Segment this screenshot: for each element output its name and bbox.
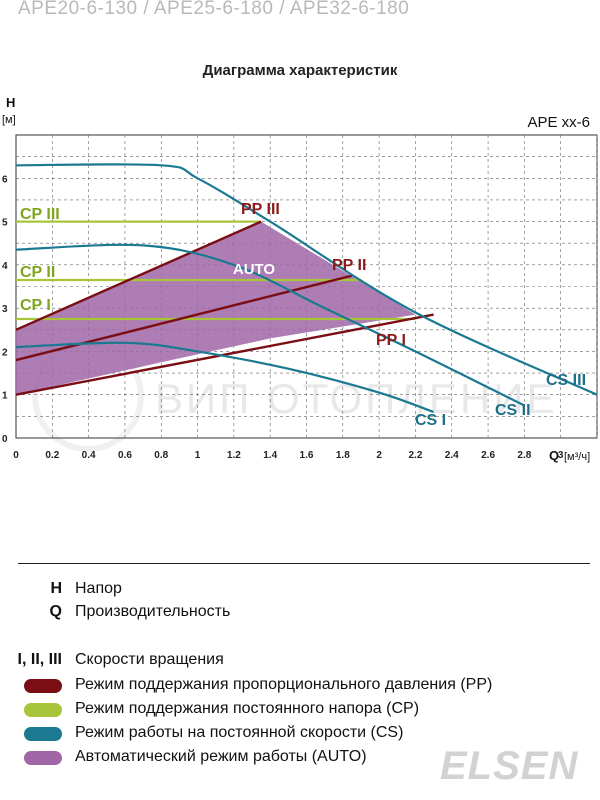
auto-label: AUTO — [233, 261, 276, 278]
performance-chart: 0 0.2 0.4 0.6 0.8 1 1.2 1.4 1.6 1.8 2 2.2 2.4 2.6 2.8 3… — [2, 95, 598, 463]
legend-swatch — [24, 727, 62, 741]
legend-swatch — [24, 751, 62, 765]
legend-text: Автоматический режим работы (AUTO) — [75, 748, 367, 765]
y-tick-label: 5 — [2, 218, 8, 229]
legend-text: Напор — [75, 580, 122, 597]
legend-key: H — [50, 580, 62, 597]
x-tick-label: 0.4 — [82, 450, 96, 461]
legend-item: Режим поддержания постоянного напора (CP… — [0, 700, 590, 722]
x-tick-label: 0.6 — [118, 450, 132, 461]
legend-key: Q — [49, 603, 62, 620]
pp-line — [15, 274, 353, 362]
x-tick-label: 1.8 — [336, 450, 350, 461]
legend-text: Режим поддержания пропорционального давл… — [75, 676, 493, 693]
legend-swatch — [24, 679, 62, 693]
x-tick-label: 0.8 — [154, 450, 168, 461]
x-tick-label: 1 — [195, 450, 201, 461]
x-tick-label: 2.8 — [517, 450, 531, 461]
cs-line — [15, 163, 598, 396]
pp-series-label: PP III — [241, 201, 280, 218]
x-axis-unit: [м³/ч] — [564, 451, 590, 463]
y-tick-label: 3 — [2, 304, 8, 315]
cs-line — [15, 243, 525, 407]
x-tick-label: 2.6 — [481, 450, 495, 461]
pp-series-label: PP II — [332, 257, 366, 274]
x-tick-label: 1.4 — [263, 450, 277, 461]
x-tick-label: 3 — [558, 450, 564, 461]
x-tick-label: 2.2 — [408, 450, 422, 461]
legend-text: Производительность — [75, 603, 231, 620]
y-tick-label: 6 — [2, 174, 8, 185]
x-tick-label: 1.6 — [300, 450, 314, 461]
legend-key: I, II, III — [17, 651, 62, 668]
pp-line — [15, 220, 262, 331]
auto-area — [16, 221, 416, 395]
brand-logo: ELSEN — [440, 744, 579, 788]
legend-item: Автоматический режим работы (AUTO) — [0, 748, 590, 770]
model-list: APE20-6-130 / APE25-6-180 / APE32-6-180 — [18, 0, 410, 19]
x-tick-label: 0 — [13, 450, 19, 461]
x-tick-label: 2.4 — [445, 450, 459, 461]
x-tick-label: 0.2 — [45, 450, 59, 461]
y-axis-label: H — [6, 95, 15, 110]
legend-item: Режим поддержания пропорционального давл… — [0, 676, 590, 698]
legend-item: I, II, III Скорости вращения — [0, 651, 590, 673]
y-tick-label: 2 — [2, 347, 8, 358]
cs-line — [15, 341, 434, 414]
y-tick-label: 0 — [2, 434, 8, 445]
legend-item: Режим работы на постоянной скорости (CS) — [0, 724, 590, 746]
cp-series-label: CP III — [20, 206, 60, 223]
cp-series-label: CP II — [20, 264, 55, 281]
x-axis-label: Q — [549, 448, 559, 463]
legend-item: Q Производительность — [0, 603, 590, 625]
y-tick-label: 1 — [2, 391, 8, 402]
legend-text: Режим работы на постоянной скорости (CS) — [75, 724, 404, 741]
cs-series-label: CS III — [546, 372, 586, 389]
x-tick-label: 1.2 — [227, 450, 241, 461]
legend-text: Режим поддержания постоянного напора (CP… — [75, 700, 420, 717]
cs-series-label: CS II — [495, 402, 531, 419]
y-tick-label: 4 — [2, 261, 8, 272]
legend-item: H Напор — [0, 580, 590, 602]
x-tick-label: 2 — [376, 450, 382, 461]
cp-series-label: CP I — [20, 297, 51, 314]
plot-title: APE xx-6 — [527, 114, 590, 131]
chart-title: Диаграмма характеристик — [202, 62, 398, 79]
legend-text: Скорости вращения — [75, 651, 224, 668]
y-axis-unit: [м] — [2, 114, 16, 126]
legend-swatch — [24, 703, 62, 717]
separator-line — [18, 563, 590, 564]
pp-series-label: PP I — [376, 332, 406, 349]
cs-series-label: CS I — [415, 412, 446, 429]
